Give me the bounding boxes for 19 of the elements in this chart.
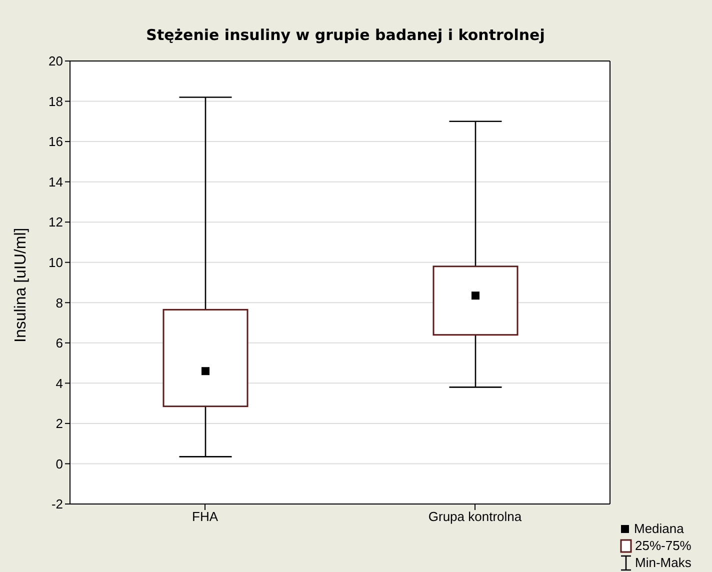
x-tick-label: FHA [192,509,218,524]
y-tick-label: 6 [56,336,63,351]
text: Min-Maks [635,554,692,571]
y-axis-title: Insulina [uIU/ml] [12,228,30,342]
chart-title: Stężenie insuliny w grupie badanej i kontrolnej [145,26,546,44]
y-tick-label: 4 [56,376,63,391]
y-tick-label: 12 [48,214,63,230]
y-tick-label: 20 [48,54,63,69]
text: 25%-75% [635,537,692,554]
y-tick-label: -2 [51,496,63,512]
y-tick-label: 14 [48,174,63,190]
y-tick-label: 18 [48,94,63,109]
y-tick-label: 0 [56,456,63,472]
x-tick-label: Grupa kontrolna [428,509,522,524]
y-tick-label: 16 [48,134,63,150]
y-tick-label: 8 [56,295,63,310]
y-tick-label: 2 [56,416,63,432]
text: Mediana [634,520,684,537]
y-tick-label: 10 [48,254,63,270]
